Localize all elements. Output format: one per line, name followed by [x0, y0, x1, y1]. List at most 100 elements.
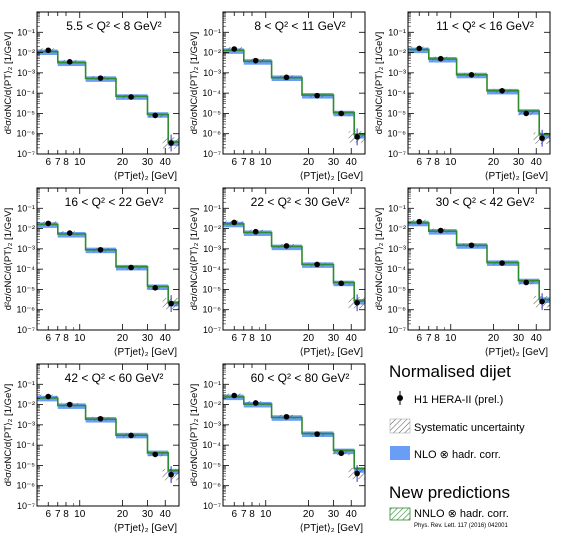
legend-syst-swatch [389, 418, 411, 434]
x-tick-label: 10 [74, 157, 86, 168]
data-point [252, 228, 259, 235]
nnlo-step-line [37, 397, 179, 472]
data-point [539, 298, 545, 305]
y-tick-label: 10⁻¹ [17, 203, 35, 213]
x-tick-label: 30 [328, 157, 340, 168]
data-point [523, 110, 530, 117]
data-point [539, 135, 545, 142]
y-tick-label: 10⁻³ [203, 244, 221, 254]
y-tick-label: 10⁻⁶ [17, 129, 36, 139]
nnlo-step-line [223, 223, 365, 302]
x-tick-label: 20 [488, 157, 500, 168]
y-tick-label: 10⁻¹ [388, 27, 406, 37]
x-axis-label: ⟨PTjet⟩₂ [GeV] [300, 347, 364, 358]
y-tick-label: 10⁻³ [17, 420, 35, 430]
y-tick-label: 10⁻⁵ [17, 284, 36, 294]
y-tick-label: 10⁻⁵ [388, 284, 407, 294]
data-point [314, 92, 320, 99]
y-tick-label: 10⁻⁷ [388, 325, 406, 335]
x-tick-label: 8 [249, 509, 255, 520]
y-axis-label: d²σ/σNC/d⟨PT⟩₂ [1/GeV] [374, 208, 385, 311]
y-axis-label: d²σ/σNC/d⟨PT⟩₂ [1/GeV] [189, 32, 200, 135]
x-tick-label: 20 [117, 333, 129, 344]
y-tick-label: 10⁻³ [203, 68, 221, 78]
x-tick-label: 40 [531, 333, 543, 344]
x-tick-label: 8 [63, 157, 69, 168]
x-axis-label: ⟨PTjet⟩₂ [GeV] [300, 523, 364, 534]
y-tick-label: 10⁻¹ [203, 203, 221, 213]
nnlo-step-line [223, 396, 365, 470]
x-tick-label: 30 [513, 157, 525, 168]
x-tick-label: 7 [426, 333, 432, 344]
panel-frame [222, 11, 366, 155]
x-tick-label: 8 [249, 333, 255, 344]
panel-3: 10⁻¹ 10⁻² 10⁻³ 10⁻⁴ 10⁻⁵ 10⁻⁶ 10⁻⁷ 6 7 8 10 20 30 40 1… [374, 11, 551, 182]
data-point [66, 401, 73, 408]
y-tick-label: 10⁻¹ [17, 379, 35, 389]
x-tick-label: 7 [55, 333, 61, 344]
y-tick-label: 10⁻⁶ [203, 129, 222, 139]
data-point [437, 227, 444, 234]
data-point [283, 243, 290, 249]
x-tick-label: 8 [434, 333, 440, 344]
y-tick-label: 10⁻² [17, 48, 35, 58]
data-point [416, 218, 423, 225]
x-tick-label: 10 [445, 157, 457, 168]
x-axis-label: ⟨PTjet⟩₂ [GeV] [114, 347, 178, 358]
x-tick-label: 10 [260, 333, 272, 344]
y-tick-label: 10⁻² [17, 400, 35, 410]
legend-heading: Normalised dijet [389, 362, 511, 381]
x-tick-label: 6 [416, 333, 422, 344]
panel-7: 10⁻¹ 10⁻² 10⁻³ 10⁻⁴ 10⁻⁵ 10⁻⁶ 10⁻⁷ 6 7 8 10 20 30 40 4… [3, 363, 180, 534]
data-point [338, 450, 345, 457]
y-tick-label: 10⁻³ [388, 244, 406, 254]
panel-frame [222, 363, 366, 507]
data-point [231, 219, 238, 226]
x-tick-label: 10 [74, 509, 86, 520]
data-point [97, 246, 104, 253]
x-tick-label: 40 [346, 509, 358, 520]
data-point [354, 470, 360, 477]
x-axis-label: ⟨PTjet⟩₂ [GeV] [114, 171, 178, 182]
y-tick-label: 10⁻² [388, 48, 406, 58]
x-tick-label: 6 [416, 157, 422, 168]
x-tick-label: 40 [160, 509, 172, 520]
y-tick-label: 10⁻⁵ [203, 108, 222, 118]
x-tick-label: 7 [241, 333, 247, 344]
data-point [45, 47, 52, 54]
data-point [168, 140, 174, 146]
x-tick-label: 20 [303, 333, 315, 344]
x-tick-label: 40 [346, 157, 358, 168]
x-tick-label: 30 [328, 333, 340, 344]
y-tick-label: 10⁻¹ [388, 203, 406, 213]
x-tick-label: 30 [513, 333, 525, 344]
y-tick-label: 10⁻⁴ [202, 440, 221, 450]
nnlo-step-line [408, 222, 550, 301]
data-point [128, 264, 134, 271]
legend-nlo-label: NLO ⊗ hadr. corr. [414, 449, 501, 461]
y-tick-label: 10⁻⁵ [17, 460, 36, 470]
y-tick-label: 10⁻⁶ [203, 481, 222, 491]
data-point [252, 57, 259, 64]
y-tick-label: 10⁻⁷ [203, 501, 221, 511]
y-tick-label: 10⁻⁴ [16, 264, 35, 274]
data-point [354, 134, 360, 140]
panel-title: 42 < Q² < 60 GeV² [65, 371, 164, 385]
x-tick-label: 6 [231, 157, 237, 168]
panel-1: 10⁻¹ 10⁻² 10⁻³ 10⁻⁴ 10⁻⁵ 10⁻⁶ 10⁻⁷ 6 7 8 10 20 30 40 5… [3, 11, 180, 182]
y-tick-label: 10⁻⁵ [17, 108, 36, 118]
x-tick-label: 30 [328, 509, 340, 520]
y-tick-label: 10⁻⁴ [202, 264, 221, 274]
data-point [168, 300, 174, 307]
data-point [45, 220, 52, 227]
x-tick-label: 7 [241, 157, 247, 168]
data-point [499, 260, 505, 266]
y-tick-label: 10⁻⁶ [388, 305, 407, 315]
y-tick-label: 10⁻⁴ [16, 88, 35, 98]
y-axis-label: d²σ/σNC/d⟨PT⟩₂ [1/GeV] [189, 384, 200, 487]
panel-4: 10⁻¹ 10⁻² 10⁻³ 10⁻⁴ 10⁻⁵ 10⁻⁶ 10⁻⁷ 6 7 8 10 20 30 40 1… [3, 187, 180, 358]
data-point [499, 88, 505, 94]
y-tick-label: 10⁻³ [388, 68, 406, 78]
